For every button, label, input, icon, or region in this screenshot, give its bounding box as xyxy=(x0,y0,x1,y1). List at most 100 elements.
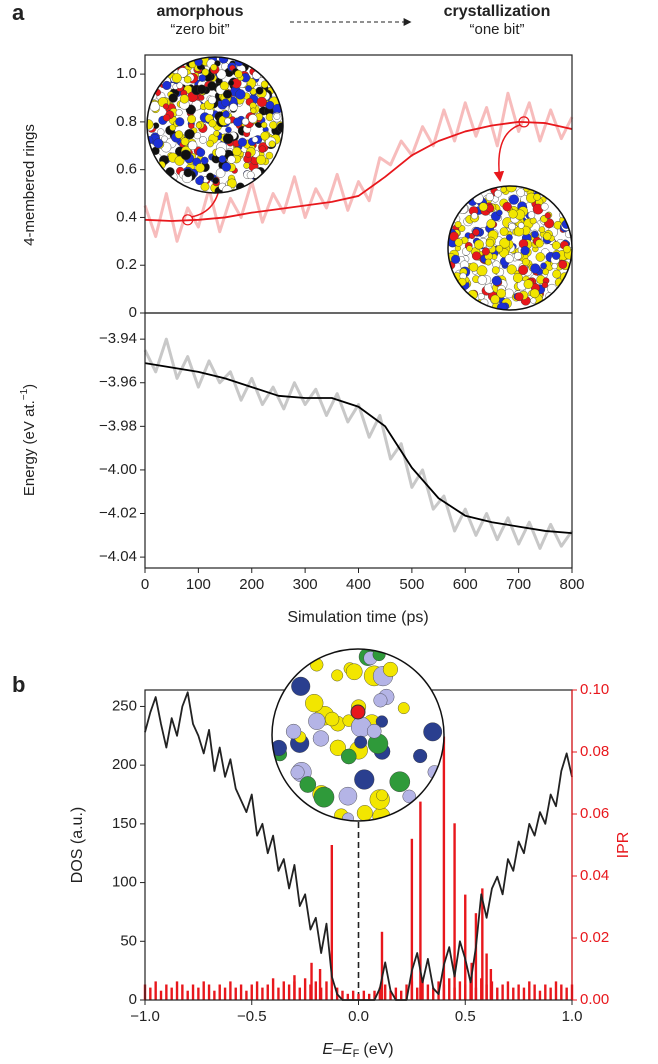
plot-frame xyxy=(144,312,573,569)
y-tick-label: 100 xyxy=(112,874,137,891)
annotation: “zero bit” xyxy=(170,21,229,38)
atom xyxy=(227,178,237,189)
y-tick-label: 0.6 xyxy=(116,161,137,178)
atom xyxy=(512,272,523,283)
atom xyxy=(153,138,164,149)
y-tick-label: −4.00 xyxy=(99,461,137,478)
line xyxy=(144,362,573,535)
inset-border xyxy=(271,648,445,822)
atom xyxy=(255,86,264,95)
atom xyxy=(269,121,278,130)
highlight-point xyxy=(182,214,194,226)
atom xyxy=(551,241,561,250)
atom xyxy=(345,663,363,681)
ipr-bar xyxy=(474,913,478,1000)
ipr-bar xyxy=(255,981,259,1000)
ipr-bar xyxy=(245,990,248,1000)
atom xyxy=(535,239,544,248)
atom xyxy=(206,139,214,148)
atom xyxy=(208,95,217,105)
atom xyxy=(221,98,230,107)
atom xyxy=(174,130,184,139)
ipr-bar xyxy=(239,984,243,1000)
atom xyxy=(354,735,368,749)
atom xyxy=(195,163,205,173)
arrow xyxy=(493,124,521,182)
ipr-bar xyxy=(325,981,328,1000)
atom xyxy=(506,186,517,193)
atom xyxy=(496,209,503,216)
atom xyxy=(235,89,246,100)
atom xyxy=(491,266,500,275)
x-tick-label: 100 xyxy=(186,576,211,593)
atom xyxy=(331,669,344,682)
atom xyxy=(244,151,252,158)
ipr-bar xyxy=(394,987,398,1000)
atom xyxy=(227,155,236,164)
atom xyxy=(466,245,473,252)
atom xyxy=(299,776,317,793)
atom xyxy=(474,239,484,250)
atom xyxy=(389,771,411,792)
atom xyxy=(224,117,232,125)
atom xyxy=(375,715,388,728)
ipr-bar xyxy=(419,801,422,1000)
ipr-bar xyxy=(405,984,408,1000)
ipr-bar xyxy=(389,990,392,1000)
atom xyxy=(184,129,195,140)
inset-border xyxy=(447,185,573,311)
x-tick-label: 600 xyxy=(453,576,478,593)
ipr-bar xyxy=(380,931,384,1000)
y-tick-label: −4.04 xyxy=(99,548,137,565)
ipr-bar xyxy=(481,888,484,1000)
atom xyxy=(248,114,258,124)
ipr-bar xyxy=(213,990,216,1000)
atom xyxy=(218,155,227,163)
ipr-bar xyxy=(154,981,157,1000)
plot xyxy=(143,337,574,550)
y-axis-label: 4-membered rings xyxy=(21,124,38,246)
ipr-bar xyxy=(538,990,542,1000)
atom xyxy=(171,73,182,83)
ipr-bar xyxy=(421,978,424,1000)
y-tick-label: 0.8 xyxy=(116,113,137,130)
atom xyxy=(208,119,217,128)
y-tick-label: 0.2 xyxy=(116,256,137,273)
ipr-bar xyxy=(373,990,376,1000)
atom xyxy=(523,279,534,289)
atom xyxy=(285,723,302,740)
ipr-bar xyxy=(218,984,221,1000)
atom xyxy=(563,245,571,254)
ipr-bar xyxy=(202,981,205,1000)
atom xyxy=(168,93,178,103)
ipr-bar xyxy=(426,984,430,1000)
ipr-bar xyxy=(410,838,414,1000)
annotation: crystallization xyxy=(444,3,551,20)
ipr-bar xyxy=(464,894,467,1000)
atom xyxy=(490,294,500,304)
y-tick-label: 150 xyxy=(112,815,137,832)
x-tick-label: 700 xyxy=(506,576,531,593)
ipr-bar xyxy=(506,981,510,1000)
atom xyxy=(477,293,485,300)
y-tick-label: 1.0 xyxy=(116,65,137,82)
atom xyxy=(305,694,324,713)
ipr-bar xyxy=(496,987,499,1000)
atom xyxy=(232,146,242,157)
x-tick-label: 0.5 xyxy=(455,1008,476,1025)
ipr-bar xyxy=(303,978,307,1000)
atom xyxy=(530,297,537,304)
ipr-bar xyxy=(416,987,419,1000)
atom xyxy=(491,275,502,286)
x-tick-label: −1.0 xyxy=(130,1008,160,1025)
inset xyxy=(147,57,283,193)
ipr-bar xyxy=(197,987,200,1000)
atom xyxy=(256,96,267,108)
atom xyxy=(308,712,326,730)
atom xyxy=(246,171,255,180)
atom xyxy=(251,136,259,143)
atom xyxy=(234,70,243,79)
atom xyxy=(221,162,232,172)
y-axis-label: Energy (eV at.−1) xyxy=(19,384,38,496)
